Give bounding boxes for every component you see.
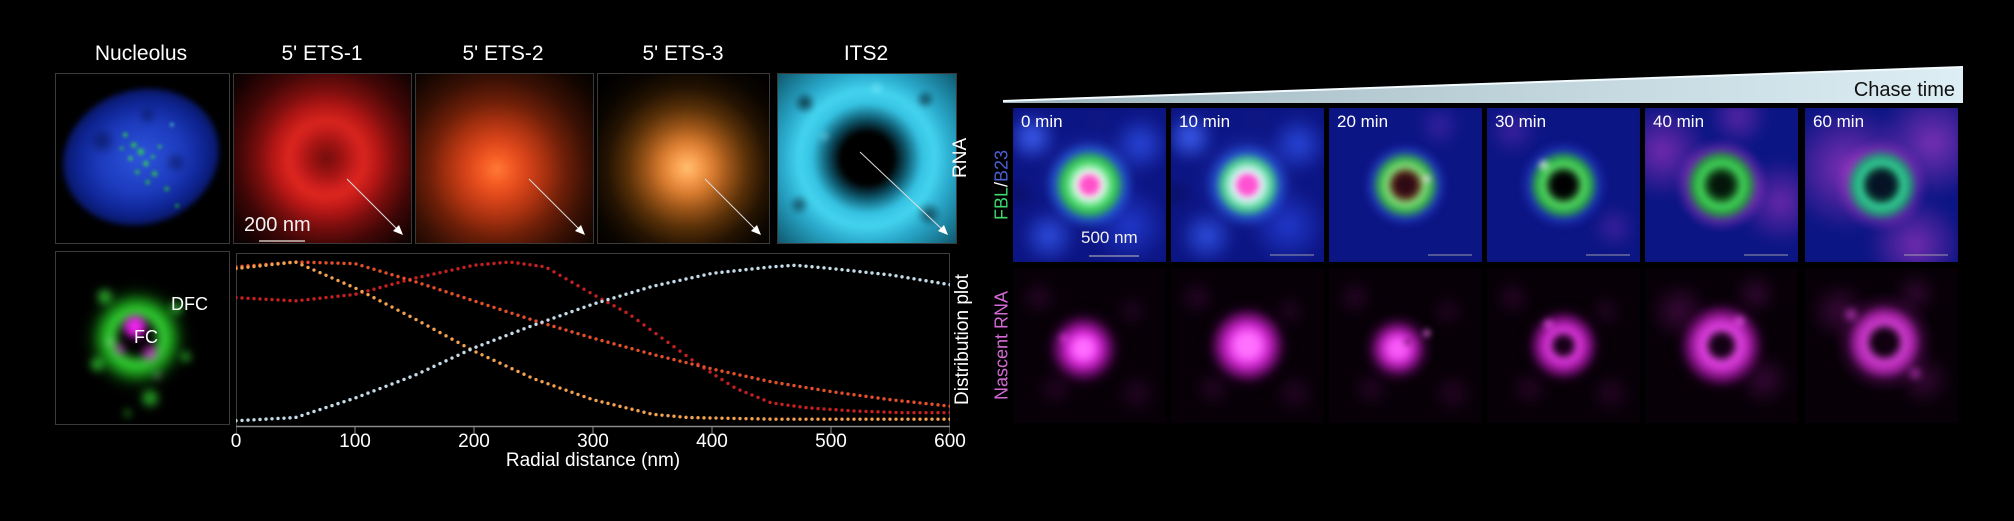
x-tick-600: 600 xyxy=(934,431,966,452)
nascent-rna-image-0min xyxy=(1013,268,1166,423)
panel-title-its2: ITS2 xyxy=(843,42,889,65)
fibrillar-center-texture xyxy=(1329,108,1482,262)
scale-bar-line xyxy=(1904,254,1948,256)
nascent-rna-texture xyxy=(1329,268,1482,423)
scale-bar-line xyxy=(1428,254,1472,256)
5ets2-texture xyxy=(416,74,593,243)
fibrillar-center-texture xyxy=(1645,108,1798,262)
chase-time-label: Chase time xyxy=(1853,79,1955,101)
5ets1-texture xyxy=(234,74,411,243)
nascent-rna-texture xyxy=(1487,268,1640,423)
fbl-b23-image-40min: 40 min xyxy=(1645,108,1798,262)
time-label-40min: 40 min xyxy=(1653,112,1705,131)
annotation-arrow-icon xyxy=(346,178,403,235)
fbl-b23-image-30min: 30 min xyxy=(1487,108,1640,262)
nascent-rna-texture xyxy=(1805,268,1958,423)
time-label-20min: 20 min xyxy=(1337,112,1389,131)
nascent-rna-axis-label: Nascent RNA xyxy=(991,290,1012,401)
fbl-label-part: FBL xyxy=(991,187,1012,221)
time-label-60min: 60 min xyxy=(1813,112,1865,131)
nascent-rna-texture xyxy=(1171,268,1324,423)
nascent-rna-image-60min xyxy=(1805,268,1958,423)
x-tick-300: 300 xyxy=(577,431,609,452)
x-tick-100: 100 xyxy=(339,431,371,452)
fc-dfc-image: DFC FC xyxy=(55,251,230,425)
annotation-arrow-icon xyxy=(859,151,948,235)
5ets1-image: 200 nm xyxy=(233,73,412,244)
fc-dfc-texture xyxy=(56,252,229,424)
dfc-label: DFC xyxy=(171,294,208,314)
nascent-rna-image-30min xyxy=(1487,268,1640,423)
time-label-10min: 10 min xyxy=(1179,112,1231,131)
nascent-rna-image-20min xyxy=(1329,268,1482,423)
fbl-b23-image-10min: 10 min xyxy=(1171,108,1324,262)
fibrillar-center-texture xyxy=(1013,108,1166,262)
distribution-plot-axis-label: Distribution plot xyxy=(952,274,973,406)
distribution-plot-svg xyxy=(234,253,952,433)
chase-wedge-shape xyxy=(1002,66,1964,103)
x-tick-500: 500 xyxy=(815,431,847,452)
x-axis-label: Radial distance (nm) xyxy=(505,450,681,471)
scale-bar-line xyxy=(1270,254,1314,256)
annotation-arrow-icon xyxy=(704,178,761,235)
scale-bar-label: 200 nm xyxy=(244,214,311,236)
5ets2-image xyxy=(415,73,594,244)
fibrillar-center-texture xyxy=(1171,108,1324,262)
nascent-rna-texture xyxy=(1013,268,1166,423)
nucleolus-speckles-texture xyxy=(56,74,229,243)
distribution-plot xyxy=(234,253,952,435)
scale-bar-line xyxy=(259,240,305,242)
annotation-arrow-icon xyxy=(528,178,585,235)
x-tick-400: 400 xyxy=(696,431,728,452)
panel-title-5ets1: 5' ETS-1 xyxy=(281,42,363,65)
fbl-b23-image-20min: 20 min xyxy=(1329,108,1482,262)
scale-bar-500-label: 500 nm xyxy=(1081,228,1138,247)
nucleolus-image xyxy=(55,73,230,244)
5ets3-image xyxy=(597,73,770,244)
scale-bar-line xyxy=(1586,254,1630,256)
slash-label-part: / xyxy=(991,182,1012,188)
its2-image xyxy=(777,73,957,244)
nascent-rna-image-40min xyxy=(1645,268,1798,423)
fbl-b23-image-0min: 0 min 500 nm xyxy=(1013,108,1166,262)
chase-time-wedge: Chase time xyxy=(1002,64,1964,104)
fbl-b23-axis-label: FBL / B23 xyxy=(990,108,1014,262)
panel-title-5ets3: 5' ETS-3 xyxy=(642,42,724,65)
b23-label-part: B23 xyxy=(991,149,1012,182)
fibrillar-center-texture xyxy=(1487,108,1640,262)
scale-bar-line xyxy=(1744,254,1788,256)
nascent-rna-texture xyxy=(1645,268,1798,423)
panel-title-5ets2: 5' ETS-2 xyxy=(462,42,544,65)
nascent-rna-image-10min xyxy=(1171,268,1324,423)
scale-bar-500-line xyxy=(1089,255,1139,257)
x-tick-0: 0 xyxy=(230,431,242,452)
fbl-b23-image-60min: 60 min xyxy=(1805,108,1958,262)
fc-label: FC xyxy=(134,327,158,347)
time-label-0min: 0 min xyxy=(1021,112,1063,131)
x-tick-200: 200 xyxy=(458,431,490,452)
fibrillar-center-texture xyxy=(1805,108,1958,262)
time-label-30min: 30 min xyxy=(1495,112,1547,131)
panel-title-nucleolus: Nucleolus xyxy=(94,42,188,65)
